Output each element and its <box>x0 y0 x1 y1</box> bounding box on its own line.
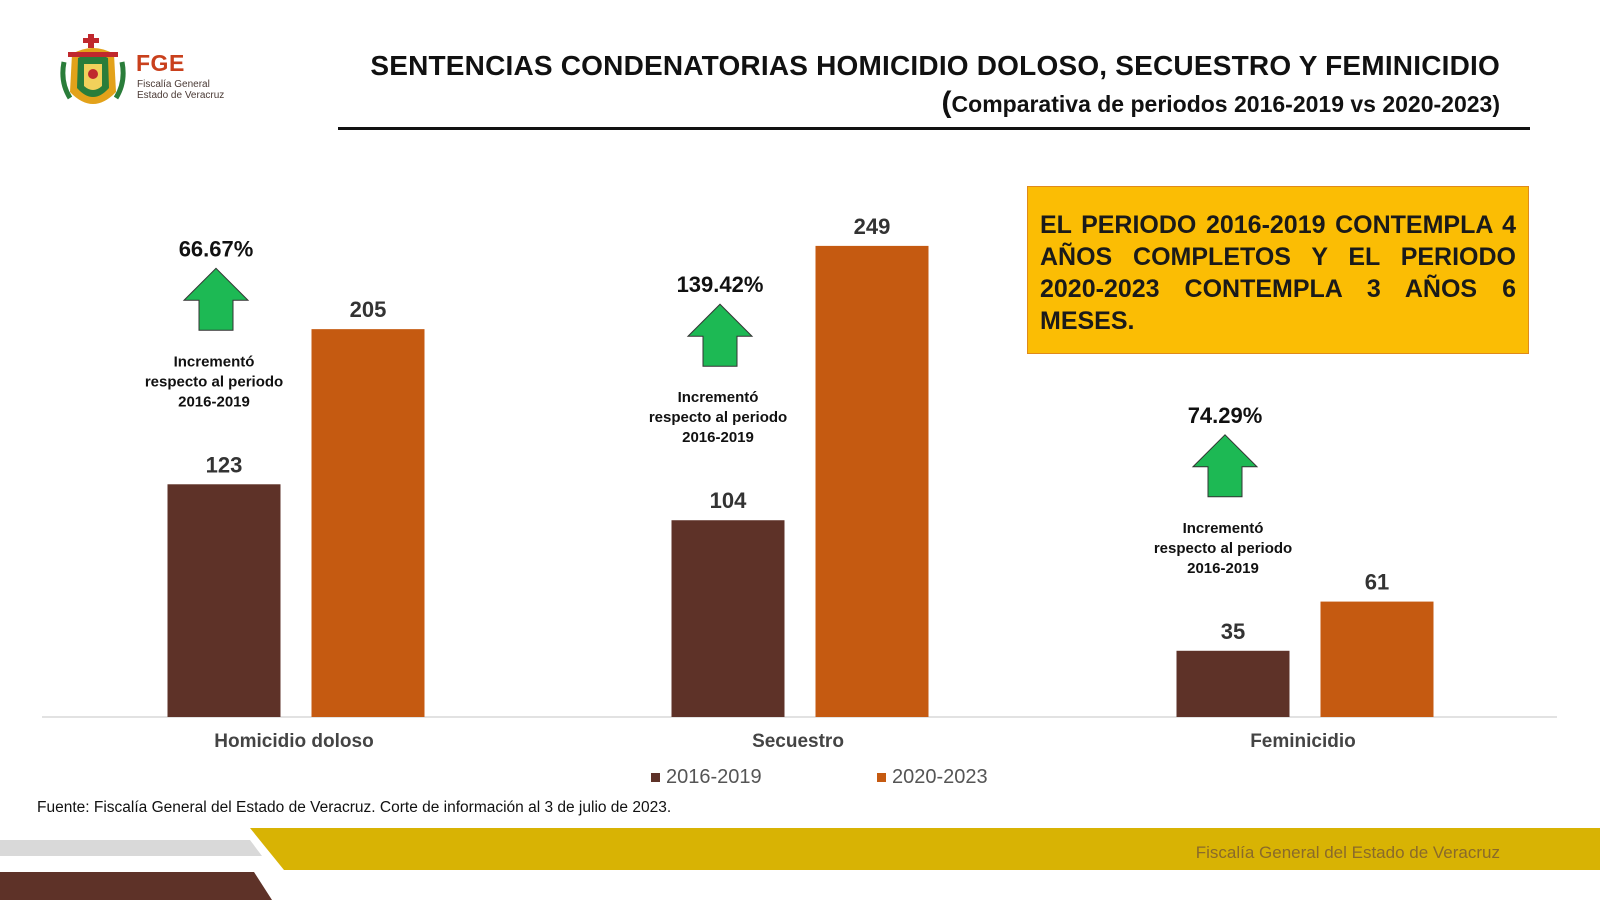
data-label-homicidio-doloso-2020-2023: 205 <box>350 297 387 322</box>
increase-arrow-icon <box>182 267 250 331</box>
data-label-secuestro-2016-2019: 104 <box>710 488 747 513</box>
legend-label-2020-2023: 2020-2023 <box>892 766 988 788</box>
fge-logo: FGE Fiscalía General Estado de Veracruz <box>58 32 238 116</box>
increment-percent-homicidio-doloso: 66.67% <box>179 236 254 261</box>
category-label-secuestro: Secuestro <box>752 731 844 752</box>
increment-percent-secuestro: 139.42% <box>677 272 764 297</box>
legend-item-2016-2019: 2016-2019 <box>651 766 762 789</box>
logo-name-line1: Fiscalía General <box>137 79 210 90</box>
footer-brown-stripe <box>0 872 272 900</box>
chart-legend: 2016-2019 2020-2023 <box>0 766 1600 790</box>
increment-text-secuestro-line2: respecto al periodo <box>649 409 787 426</box>
coat-of-arms-icon <box>60 34 126 104</box>
title-divider <box>338 127 1530 130</box>
data-label-feminicidio-2020-2023: 61 <box>1365 570 1389 595</box>
page-subtitle: (Comparativa de periodos 2016-2019 vs 20… <box>942 86 1500 120</box>
period-note-box: EL PERIODO 2016-2019 CONTEMPLA 4 AÑOS CO… <box>1027 186 1529 354</box>
page-title: SENTENCIAS CONDENATORIAS HOMICIDIO DOLOS… <box>370 50 1500 81</box>
subtitle-open-paren: ( <box>941 86 952 119</box>
increment-text-secuestro-line3: 2016-2019 <box>682 429 754 446</box>
legend-item-2020-2023: 2020-2023 <box>877 766 988 789</box>
increment-text-feminicidio-line1: Incrementó <box>1183 520 1264 537</box>
increment-percent-feminicidio: 74.29% <box>1188 403 1263 428</box>
logo-name-line2: Estado de Veracruz <box>137 90 225 101</box>
legend-label-2016-2019: 2016-2019 <box>666 766 762 788</box>
source-note: Fuente: Fiscalía General del Estado de V… <box>37 799 672 816</box>
legend-swatch-2016-2019 <box>651 773 660 782</box>
footer-text: Fiscalía General del Estado de Veracruz <box>1195 843 1500 862</box>
increment-text-secuestro-line1: Incrementó <box>678 389 759 406</box>
category-label-homicidio-doloso: Homicidio doloso <box>214 731 373 752</box>
bar-secuestro-2016-2019 <box>671 520 785 717</box>
bar-feminicidio-2020-2023 <box>1320 601 1434 717</box>
increment-text-feminicidio-line2: respecto al periodo <box>1154 540 1292 557</box>
category-label-feminicidio: Feminicidio <box>1250 731 1356 752</box>
bar-homicidio-doloso-2016-2019 <box>167 484 281 717</box>
legend-swatch-2020-2023 <box>877 773 886 782</box>
bar-secuestro-2020-2023 <box>815 245 929 717</box>
data-label-feminicidio-2016-2019: 35 <box>1221 619 1245 644</box>
increment-text-feminicidio-line3: 2016-2019 <box>1187 560 1259 577</box>
increase-arrow-icon <box>686 303 754 367</box>
bar-feminicidio-2016-2019 <box>1176 650 1290 717</box>
increase-arrow-icon <box>1191 434 1259 498</box>
increment-text-homicidio-doloso-line1: Incrementó <box>174 353 255 370</box>
data-label-homicidio-doloso-2016-2019: 123 <box>206 452 243 477</box>
bar-homicidio-doloso-2020-2023 <box>311 329 425 717</box>
increment-text-homicidio-doloso-line2: respecto al periodo <box>145 373 283 390</box>
subtitle-text: Comparativa de periodos 2016-2019 vs 202… <box>951 91 1500 117</box>
footer-band <box>0 828 1600 900</box>
logo-abbreviation: FGE <box>136 50 185 76</box>
footer-gold-stripe <box>250 828 1600 870</box>
footer-grey-stripe <box>0 840 262 856</box>
increment-text-homicidio-doloso-line3: 2016-2019 <box>178 393 250 410</box>
data-label-secuestro-2020-2023: 249 <box>854 214 891 239</box>
